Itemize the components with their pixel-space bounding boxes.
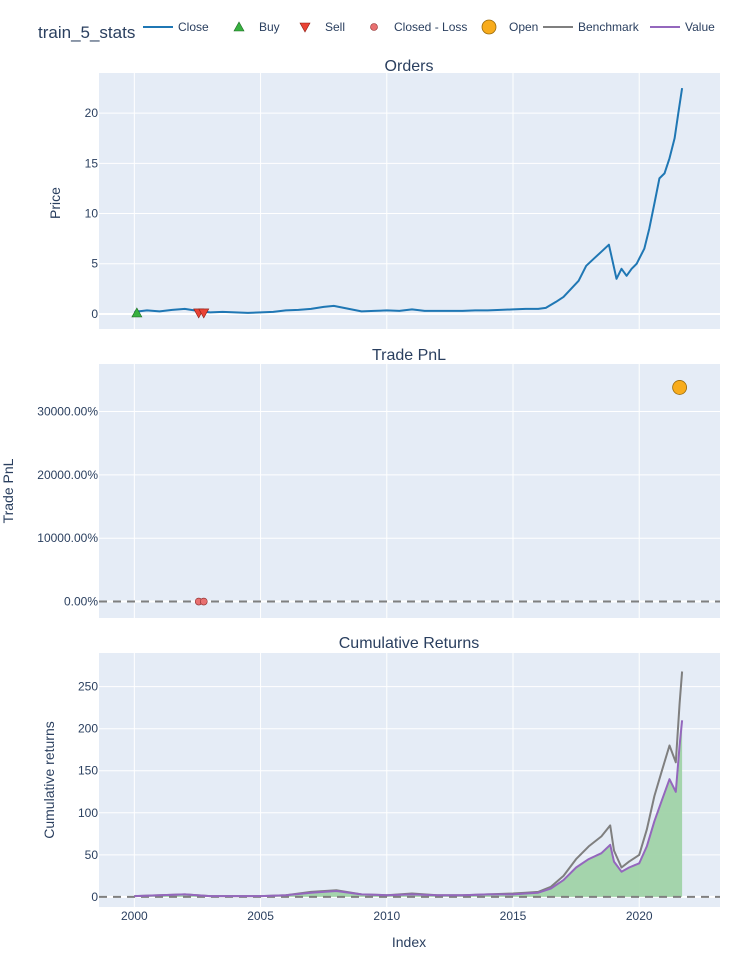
y-tick-label: 5 bbox=[91, 257, 98, 271]
legend-swatch-closed-loss bbox=[370, 23, 378, 31]
subplot-title-cumulative-returns: Cumulative Returns bbox=[339, 635, 480, 652]
y-tick-label: 0 bbox=[91, 890, 98, 904]
y-tick-label: 50 bbox=[85, 848, 99, 862]
y-tick-label: 20000.00% bbox=[37, 468, 98, 482]
x-tick-label: 2000 bbox=[121, 909, 148, 923]
subplot-title-trade-pnl: Trade PnL bbox=[372, 347, 446, 364]
panel-cumulative-returns: 0 50 100 150 200 250 Cumulative Returns Cumulat… bbox=[41, 635, 720, 923]
legend-swatch-sell bbox=[299, 22, 311, 33]
y-tick-label: 200 bbox=[78, 722, 98, 736]
y-tick-label: 150 bbox=[78, 764, 98, 778]
legend-item-sell[interactable]: Sell bbox=[299, 20, 345, 34]
legend-label-benchmark: Benchmark bbox=[578, 20, 640, 34]
value-positive-area bbox=[134, 720, 683, 897]
y-axis-title-trade-pnl: Trade PnL bbox=[0, 458, 16, 523]
legend-label-closed-loss: Closed - Loss bbox=[394, 20, 467, 34]
legend-item-benchmark[interactable]: Benchmark bbox=[543, 20, 640, 34]
legend-item-open[interactable]: Open bbox=[481, 19, 538, 35]
legend-item-closed-loss[interactable]: Closed - Loss bbox=[370, 20, 468, 34]
plot-area-trade-pnl bbox=[99, 364, 720, 618]
series-line-value bbox=[134, 720, 684, 898]
legend-label-sell: Sell bbox=[325, 20, 345, 34]
y-tick-label: 30000.00% bbox=[37, 405, 98, 419]
x-tick-label: 2020 bbox=[626, 909, 653, 923]
y-tick-label: 15 bbox=[85, 156, 99, 170]
open-marker bbox=[672, 380, 688, 395]
legend-label-buy: Buy bbox=[259, 20, 280, 34]
x-tick-label: 2005 bbox=[247, 909, 274, 923]
buy-marker bbox=[131, 307, 143, 318]
legend-swatch-open bbox=[481, 19, 497, 35]
y-tick-label: 100 bbox=[78, 806, 98, 820]
series-line-close bbox=[134, 87, 684, 314]
x-tick-label: 2010 bbox=[373, 909, 400, 923]
y-tick-label: 10000.00% bbox=[37, 531, 98, 545]
legend-swatch-buy bbox=[233, 21, 245, 32]
y-tick-label: 20 bbox=[85, 106, 99, 120]
sell-marker bbox=[198, 308, 210, 319]
y-tick-label: 250 bbox=[78, 680, 98, 694]
subplot-title-orders: Orders bbox=[385, 58, 434, 75]
legend-label-value: Value bbox=[685, 20, 715, 34]
y-tick-label: 0.00% bbox=[64, 595, 98, 609]
legend[interactable]: Close Buy Sell Closed - Loss Open Benchmark Va… bbox=[143, 19, 715, 35]
x-axis-title: Index bbox=[392, 934, 426, 950]
legend-item-close[interactable]: Close bbox=[143, 20, 209, 34]
legend-label-open: Open bbox=[509, 20, 538, 34]
y-tick-label: 10 bbox=[85, 207, 99, 221]
x-tick-label: 2015 bbox=[500, 909, 527, 923]
y-tick-label: 0 bbox=[91, 307, 98, 321]
y-axis-title-cumulative-returns: Cumulative returns bbox=[41, 721, 57, 839]
panel-orders: 0 5 10 15 20 Orders Price bbox=[47, 58, 720, 329]
legend-item-buy[interactable]: Buy bbox=[233, 20, 280, 34]
closed-loss-marker bbox=[199, 597, 208, 606]
plot-area-orders bbox=[99, 73, 720, 329]
legend-item-value[interactable]: Value bbox=[650, 20, 715, 34]
y-axis-title-orders: Price bbox=[47, 187, 63, 219]
panel-trade-pnl: 0.00% 10000.00% 20000.00% 30000.00% Trade Pn… bbox=[0, 347, 720, 618]
legend-label-close: Close bbox=[178, 20, 209, 34]
figure-title: train_5_stats bbox=[38, 23, 135, 42]
